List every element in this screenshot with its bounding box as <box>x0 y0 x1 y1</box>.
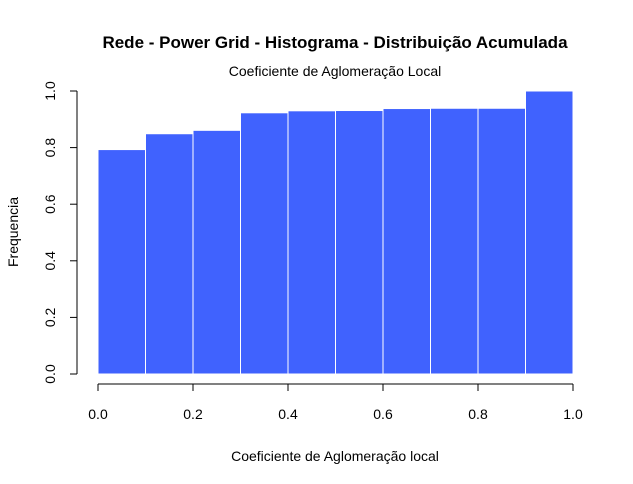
x-tick-label: 0.6 <box>373 406 393 422</box>
x-tick-label: 0.8 <box>468 406 488 422</box>
y-tick-label: 0.6 <box>42 194 58 214</box>
y-ticks: 0.0 0.2 0.4 0.6 0.8 1.0 <box>42 81 77 384</box>
histogram-bar-8 <box>477 107 526 375</box>
histogram-bar-9 <box>525 90 574 375</box>
x-tick-label: 0.4 <box>278 406 298 422</box>
chart-title: Rede - Power Grid - Histograma - Distrib… <box>102 33 568 52</box>
y-tick-label: 0.0 <box>42 364 58 384</box>
y-tick-label: 0.8 <box>42 138 58 158</box>
x-tick-label: 1.0 <box>563 406 583 422</box>
bars-group <box>97 90 574 375</box>
x-axis-label: Coeficiente de Aglomeração local <box>231 448 439 464</box>
y-axis-label: Frequencia <box>5 197 21 267</box>
x-ticks: 0.0 0.2 0.4 0.6 0.8 1.0 <box>88 384 583 422</box>
histogram-bar-6 <box>382 108 431 375</box>
histogram-bar-7 <box>430 107 479 375</box>
histogram-bar-4 <box>287 110 336 375</box>
y-tick-label: 1.0 <box>42 81 58 101</box>
chart-subtitle: Coeficiente de Aglomeração Local <box>229 63 441 79</box>
x-tick-label: 0.0 <box>88 406 108 422</box>
histogram-bar-0 <box>97 149 146 375</box>
histogram-bar-1 <box>145 133 194 375</box>
y-tick-label: 0.2 <box>42 307 58 327</box>
y-tick-label: 0.4 <box>42 251 58 271</box>
histogram-bar-2 <box>192 129 241 375</box>
histogram-bar-3 <box>240 112 289 375</box>
x-tick-label: 0.2 <box>183 406 203 422</box>
histogram-bar-5 <box>335 110 384 375</box>
